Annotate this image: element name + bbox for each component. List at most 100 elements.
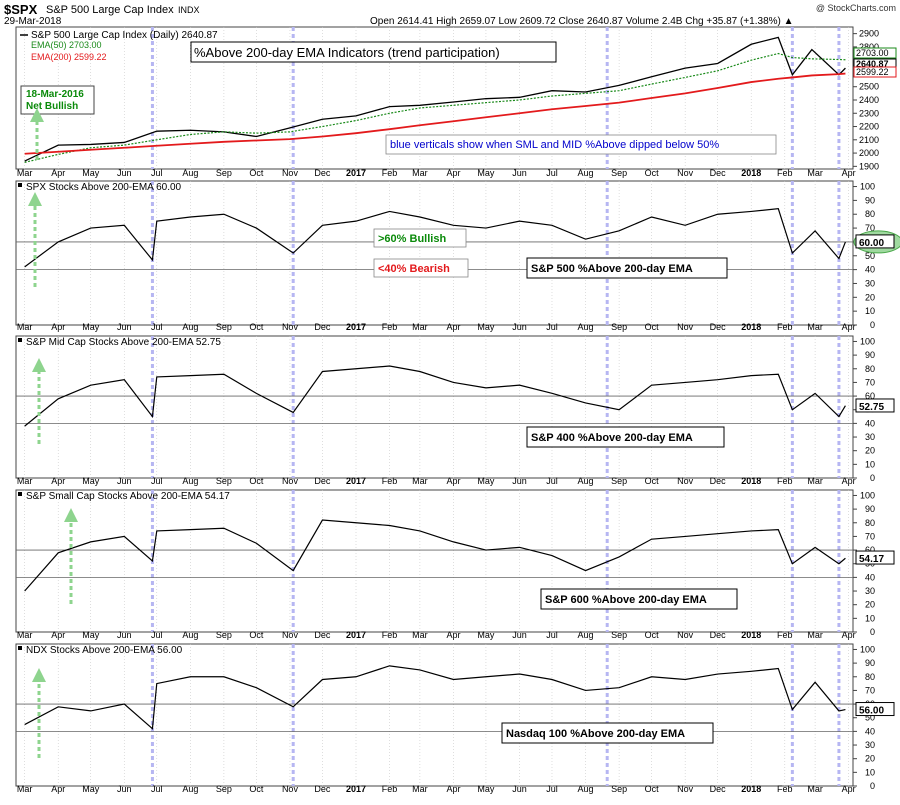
x-tick-label: Jul bbox=[546, 168, 558, 178]
x-tick-label: Dec bbox=[314, 784, 331, 794]
x-tick-label: Jul bbox=[546, 322, 558, 332]
y-tick-label: 80 bbox=[865, 364, 875, 374]
x-tick-label: Oct bbox=[645, 322, 660, 332]
x-tick-label: Jul bbox=[151, 784, 163, 794]
x-tick-label: Sep bbox=[216, 630, 232, 640]
x-tick-label: Apr bbox=[446, 322, 460, 332]
x-tick-label: May bbox=[477, 476, 495, 486]
x-tick-label: Mar bbox=[807, 630, 823, 640]
x-tick-label: Nov bbox=[677, 322, 694, 332]
x-tick-label: Feb bbox=[382, 476, 398, 486]
x-tick-label: May bbox=[82, 784, 100, 794]
panel-caption: S&P 500 %Above 200-day EMA bbox=[531, 263, 693, 275]
x-tick-label: 2018 bbox=[741, 168, 761, 178]
x-tick-label: May bbox=[477, 784, 495, 794]
y-tick-label: 100 bbox=[860, 336, 875, 346]
x-tick-label: Mar bbox=[412, 630, 428, 640]
x-tick-label: Dec bbox=[314, 168, 331, 178]
y-tick-label: 30 bbox=[865, 432, 875, 442]
x-tick-label: Oct bbox=[249, 322, 264, 332]
y-tick-label: 2100 bbox=[859, 135, 879, 145]
panel-label-swatch bbox=[18, 492, 22, 496]
x-tick-label: Mar bbox=[17, 168, 33, 178]
panel-label: NDX Stocks Above 200-EMA 56.00 bbox=[26, 645, 183, 656]
y-tick-label: 80 bbox=[865, 209, 875, 219]
x-tick-label: Aug bbox=[182, 784, 198, 794]
x-tick-label: Mar bbox=[807, 168, 823, 178]
symbol-label: $SPX bbox=[4, 2, 38, 17]
x-tick-label: 2018 bbox=[741, 630, 761, 640]
x-tick-label: Dec bbox=[710, 476, 727, 486]
x-tick-label: Nov bbox=[282, 322, 299, 332]
panel-frame-small bbox=[16, 490, 853, 632]
y-tick-label: 100 bbox=[860, 182, 875, 192]
y-tick-label: 40 bbox=[865, 572, 875, 582]
x-tick-label: Sep bbox=[611, 476, 627, 486]
panel-label: S&P Mid Cap Stocks Above 200-EMA 52.75 bbox=[26, 337, 221, 348]
x-tick-label: Nov bbox=[677, 168, 694, 178]
x-tick-label: Sep bbox=[216, 168, 232, 178]
last-value-tag-text: 52.75 bbox=[859, 402, 884, 413]
x-tick-label: Apr bbox=[446, 784, 460, 794]
x-tick-label: Sep bbox=[216, 784, 232, 794]
y-tick-label: 70 bbox=[865, 685, 875, 695]
y-tick-label: 10 bbox=[865, 767, 875, 777]
x-tick-label: Dec bbox=[710, 630, 727, 640]
x-tick-label: Feb bbox=[382, 322, 398, 332]
y-tick-label: 70 bbox=[865, 531, 875, 541]
x-tick-label: Feb bbox=[777, 630, 793, 640]
y-tick-label: 0 bbox=[870, 320, 875, 330]
date-label: 29-Mar-2018 bbox=[4, 16, 62, 27]
x-tick-label: Mar bbox=[412, 168, 428, 178]
panel-caption: S&P 600 %Above 200-day EMA bbox=[545, 594, 707, 606]
x-tick-label: Jun bbox=[512, 168, 527, 178]
y-tick-label: 0 bbox=[870, 627, 875, 637]
x-tick-label: 2017 bbox=[346, 784, 366, 794]
y-tick-label: 20 bbox=[865, 754, 875, 764]
x-tick-label: Apr bbox=[842, 322, 856, 332]
x-tick-label: Aug bbox=[578, 784, 594, 794]
x-tick-label: Sep bbox=[216, 322, 232, 332]
x-tick-label: Jun bbox=[117, 784, 132, 794]
x-tick-label: Dec bbox=[314, 476, 331, 486]
x-tick-label: Jul bbox=[546, 476, 558, 486]
x-tick-label: Sep bbox=[611, 322, 627, 332]
x-tick-label: Apr bbox=[51, 168, 65, 178]
y-tick-label: 2000 bbox=[859, 148, 879, 158]
last-value-tag-text: 60.00 bbox=[859, 238, 884, 249]
panel-label-swatch bbox=[18, 646, 22, 650]
x-tick-label: Jun bbox=[512, 630, 527, 640]
x-tick-label: Jul bbox=[546, 784, 558, 794]
panel-frame-ndx bbox=[16, 644, 853, 786]
panel-label: SPX Stocks Above 200-EMA 60.00 bbox=[26, 182, 182, 193]
y-tick-label: 20 bbox=[865, 292, 875, 302]
y-tick-label: 10 bbox=[865, 306, 875, 316]
x-tick-label: Apr bbox=[51, 476, 65, 486]
panel-caption: Nasdaq 100 %Above 200-day EMA bbox=[506, 728, 685, 740]
panel-label-swatch bbox=[18, 183, 22, 187]
x-tick-label: Nov bbox=[282, 784, 299, 794]
x-tick-label: Jul bbox=[151, 476, 163, 486]
x-tick-label: Aug bbox=[578, 168, 594, 178]
x-tick-label: Sep bbox=[611, 784, 627, 794]
legend-ema50: EMA(50) 2703.00 bbox=[31, 40, 102, 50]
x-tick-label: May bbox=[82, 630, 100, 640]
y-tick-label: 80 bbox=[865, 672, 875, 682]
quote-line: Open 2614.41 High 2659.07 Low 2609.72 Cl… bbox=[370, 16, 794, 27]
x-tick-label: Nov bbox=[282, 630, 299, 640]
x-tick-label: 2017 bbox=[346, 322, 366, 332]
x-tick-label: May bbox=[82, 476, 100, 486]
y-tick-label: 70 bbox=[865, 377, 875, 387]
y-tick-label: 90 bbox=[865, 658, 875, 668]
x-tick-label: Oct bbox=[249, 784, 264, 794]
x-tick-label: Jul bbox=[151, 168, 163, 178]
x-tick-label: Nov bbox=[677, 476, 694, 486]
x-tick-label: May bbox=[82, 168, 100, 178]
x-tick-label: Sep bbox=[611, 630, 627, 640]
x-tick-label: Jun bbox=[512, 322, 527, 332]
y-tick-label: 2300 bbox=[859, 108, 879, 118]
y-tick-label: 30 bbox=[865, 586, 875, 596]
x-tick-label: Aug bbox=[578, 476, 594, 486]
x-tick-label: Jul bbox=[151, 630, 163, 640]
